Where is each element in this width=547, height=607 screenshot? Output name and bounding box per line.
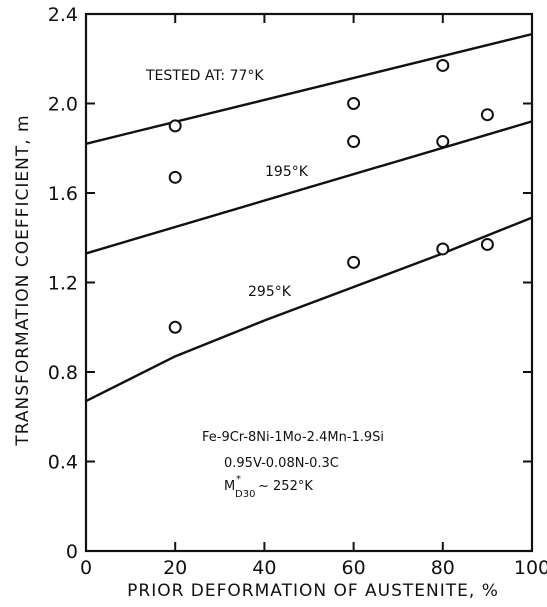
y-tick-label: 0 xyxy=(66,541,78,563)
data-point-series-0 xyxy=(168,119,182,133)
y-tick-label: 1.2 xyxy=(48,273,78,295)
data-point-series-1 xyxy=(480,108,494,122)
data-point-series-2 xyxy=(168,320,182,334)
fit-line-series-2 xyxy=(85,216,533,403)
y-tick-label: 2.0 xyxy=(48,94,78,116)
series-label-77k: TESTED AT: 77°K xyxy=(145,68,264,84)
y-tick-label: 2.4 xyxy=(48,4,78,26)
md30-sub: D30 xyxy=(235,489,255,500)
x-tick-label: 60 xyxy=(342,557,366,579)
data-point-series-2 xyxy=(347,255,361,269)
y-tick-label: 0.8 xyxy=(48,362,78,384)
data-point-series-2 xyxy=(436,242,450,256)
md30-prefix: M xyxy=(224,479,235,494)
x-axis-title: PRIOR DEFORMATION OF AUSTENITE, % xyxy=(127,581,499,601)
y-axis-title: TRANSFORMATION COEFFICIENT, m xyxy=(13,114,33,446)
data-point-series-0 xyxy=(436,58,450,72)
data-point-series-2 xyxy=(480,237,494,251)
series-label-295k: 295°K xyxy=(248,284,292,300)
series-label-195k: 195°K xyxy=(265,164,309,180)
data-point-series-0 xyxy=(347,97,361,110)
x-tick-label: 0 xyxy=(80,557,92,579)
composition-line2: 0.95V-0.08N-0.3C xyxy=(224,456,339,471)
data-point-series-1 xyxy=(436,135,450,149)
fit-line-series-0 xyxy=(85,32,533,145)
x-tick-label: 40 xyxy=(252,557,276,579)
data-point-series-1 xyxy=(168,170,182,184)
y-tick-label: 0.4 xyxy=(48,452,78,474)
data-point-series-1 xyxy=(347,135,361,149)
x-tick-label: 80 xyxy=(431,557,455,579)
md30-sup: * xyxy=(236,474,241,485)
y-tick-label: 1.6 xyxy=(48,183,78,205)
md30-label: M * D30 ~ 252°K xyxy=(224,474,313,500)
x-tick-label: 20 xyxy=(163,557,187,579)
composition-line1: Fe-9Cr-8Ni-1Mo-2.4Mn-1.9Si xyxy=(202,430,384,445)
fit-line-series-1 xyxy=(85,120,533,255)
md30-value: ~ 252°K xyxy=(258,479,313,494)
x-tick-label: 100 xyxy=(514,557,547,579)
